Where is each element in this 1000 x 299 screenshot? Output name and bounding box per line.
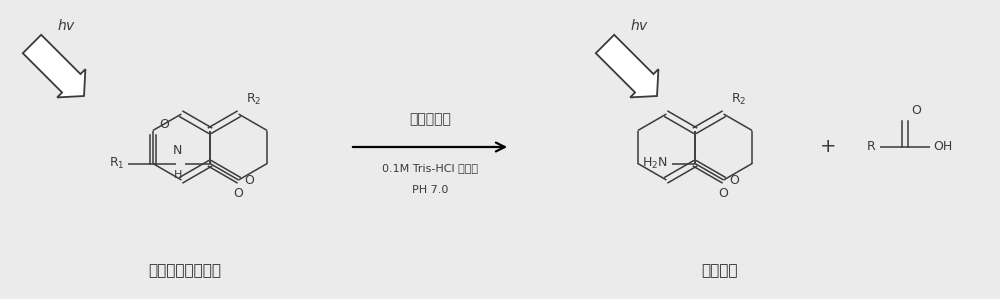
Polygon shape — [23, 35, 85, 97]
Text: O: O — [159, 118, 169, 132]
Text: H$_2$N: H$_2$N — [642, 156, 668, 171]
Text: O: O — [719, 187, 729, 200]
Text: +: + — [820, 138, 836, 156]
Text: R$_2$: R$_2$ — [246, 92, 261, 107]
Text: O: O — [245, 173, 254, 187]
Text: 弹性蛋白酶: 弹性蛋白酶 — [409, 112, 451, 126]
Text: O: O — [911, 103, 921, 117]
Text: O: O — [730, 173, 739, 187]
Text: PH 7.0: PH 7.0 — [412, 185, 448, 195]
Text: 强烈荧光: 强烈荧光 — [702, 263, 738, 278]
Polygon shape — [596, 35, 658, 97]
Text: R: R — [866, 141, 875, 153]
Text: $hv$: $hv$ — [57, 19, 76, 33]
Text: H: H — [174, 170, 182, 179]
Text: N: N — [173, 144, 182, 158]
Text: 无荧光或微弱荧光: 无荧光或微弱荧光 — [149, 263, 222, 278]
Text: R$_1$: R$_1$ — [109, 156, 124, 171]
Text: $hv$: $hv$ — [630, 19, 649, 33]
Text: OH: OH — [933, 141, 952, 153]
Text: R$_2$: R$_2$ — [731, 92, 746, 107]
Text: O: O — [234, 187, 244, 200]
Text: 0.1M Tris-HCl 缓冲液: 0.1M Tris-HCl 缓冲液 — [382, 163, 478, 173]
